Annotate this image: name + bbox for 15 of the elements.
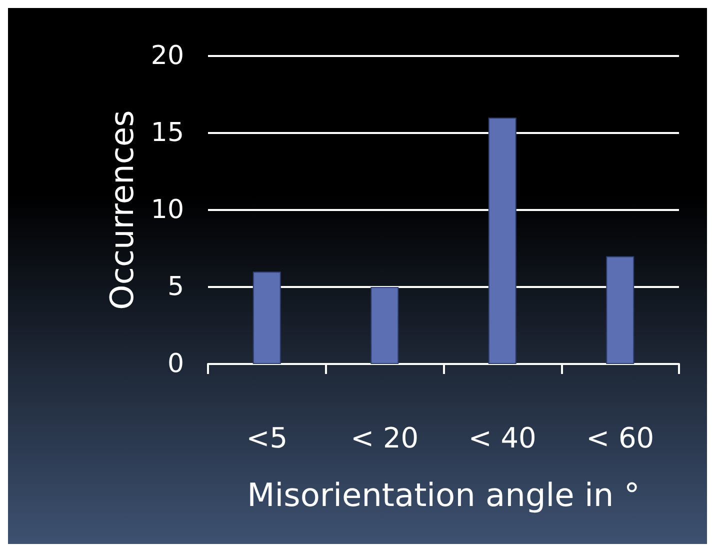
bar bbox=[488, 118, 516, 364]
x-tick-label: < 20 bbox=[350, 422, 419, 454]
x-tick-label: < 60 bbox=[586, 422, 654, 454]
y-tick-label: 20 bbox=[150, 41, 184, 71]
x-axis-title: Misorientation angle in ° bbox=[247, 476, 640, 514]
bar bbox=[370, 287, 399, 364]
x-tick-label: <5 bbox=[246, 422, 288, 454]
bar bbox=[606, 256, 634, 364]
y-tick-label: 5 bbox=[167, 272, 184, 302]
y-tick-label: 10 bbox=[150, 195, 184, 225]
x-tick-label: < 40 bbox=[468, 422, 536, 454]
bar bbox=[252, 272, 281, 364]
y-tick-label: 15 bbox=[150, 118, 184, 148]
y-axis-title: Occurrences bbox=[103, 110, 141, 310]
y-tick-label: 0 bbox=[167, 349, 184, 379]
